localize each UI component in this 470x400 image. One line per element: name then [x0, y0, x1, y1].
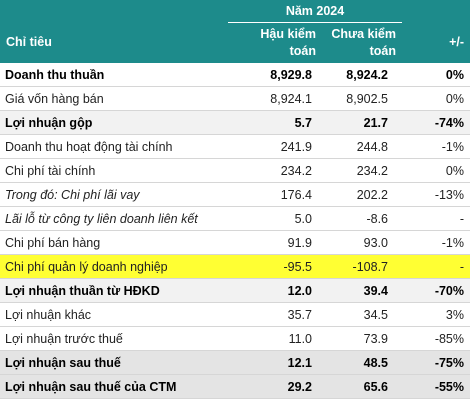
cell-value: 11.0 — [228, 326, 322, 351]
row-label: Lợi nhuận sau thuế — [0, 350, 228, 375]
table-body: Doanh thu thuần 8,929.8 8,924.2 0% Giá vốn h… — [0, 63, 470, 399]
cell-value: 39.4 — [322, 278, 402, 303]
row-label: Lợi nhuận gộp — [0, 110, 228, 135]
cell-value: 8,924.2 — [322, 63, 402, 87]
row-label: Lợi nhuận khác — [0, 302, 228, 327]
table-row: Lợi nhuận sau thuế 12.1 48.5 -75% — [0, 350, 470, 375]
row-label: Lợi nhuận trước thuế — [0, 326, 228, 351]
header-blank — [0, 0, 228, 23]
cell-value: 8,902.5 — [322, 86, 402, 111]
header-row: Chỉ tiêu Hậu kiểm toán Chưa kiểm toán +/… — [0, 22, 470, 63]
cell-value: - — [402, 254, 470, 279]
row-label: Lợi nhuận thuần từ HĐKD — [0, 278, 228, 303]
cell-value: -13% — [402, 182, 470, 207]
row-label: Chi phí bán hàng — [0, 230, 228, 255]
cell-value: 65.6 — [322, 374, 402, 399]
cell-value: 176.4 — [228, 182, 322, 207]
table-row: Chi phí bán hàng 91.9 93.0 -1% — [0, 230, 470, 255]
table-row: Lợi nhuận khác 35.7 34.5 3% — [0, 302, 470, 327]
cell-value: -85% — [402, 326, 470, 351]
cell-value: -108.7 — [322, 254, 402, 279]
cell-value: 8,929.8 — [228, 63, 322, 87]
table-row: Lợi nhuận sau thuế của CTM 29.2 65.6 -55% — [0, 374, 470, 399]
cell-value: 244.8 — [322, 134, 402, 159]
cell-value: -8.6 — [322, 206, 402, 231]
row-label: Chi phí quản lý doanh nghiệp — [0, 254, 228, 279]
table-row: Doanh thu thuần 8,929.8 8,924.2 0% — [0, 63, 470, 87]
cell-value: - — [402, 206, 470, 231]
cell-value: -74% — [402, 110, 470, 135]
cell-value: 5.7 — [228, 110, 322, 135]
cell-value: -95.5 — [228, 254, 322, 279]
header-row: Năm 2024 — [0, 0, 470, 23]
cell-value: 234.2 — [228, 158, 322, 183]
cell-value: -1% — [402, 134, 470, 159]
cell-value: 12.0 — [228, 278, 322, 303]
cell-value: -75% — [402, 350, 470, 375]
table-row: Doanh thu hoạt động tài chính 241.9 244.8-… — [0, 134, 470, 159]
cell-value: 202.2 — [322, 182, 402, 207]
cell-value: 29.2 — [228, 374, 322, 399]
column-header: Chưa kiểm toán — [322, 22, 402, 63]
cell-value: 48.5 — [322, 350, 402, 375]
table-row: Trong đó: Chi phí lãi vay 176.4 202.2 -13% — [0, 182, 470, 207]
row-label: Giá vốn hàng bán — [0, 86, 228, 111]
cell-value: 3% — [402, 302, 470, 327]
cell-value: 34.5 — [322, 302, 402, 327]
column-header: Hậu kiểm toán — [228, 22, 322, 63]
cell-value: -55% — [402, 374, 470, 399]
cell-value: 12.1 — [228, 350, 322, 375]
cell-value: 21.7 — [322, 110, 402, 135]
row-label: Doanh thu thuần — [0, 63, 228, 87]
header-blank — [402, 0, 470, 23]
cell-value: 0% — [402, 158, 470, 183]
cell-value: 93.0 — [322, 230, 402, 255]
row-label: Trong đó: Chi phí lãi vay — [0, 182, 228, 207]
row-label: Chi phí tài chính — [0, 158, 228, 183]
row-label: Lợi nhuận sau thuế của CTM — [0, 374, 228, 399]
row-label: Lãi lỗ từ công ty liên doanh liên kết — [0, 206, 228, 231]
period-header: Năm 2024 — [228, 0, 402, 23]
table-row: Lãi lỗ từ công ty liên doanh liên kết 5.0… — [0, 206, 470, 231]
cell-value: 241.9 — [228, 134, 322, 159]
table-row: Lợi nhuận thuần từ HĐKD 12.0 39.4 -70% — [0, 278, 470, 303]
cell-value: -70% — [402, 278, 470, 303]
cell-value: 8,924.1 — [228, 86, 322, 111]
row-label: Doanh thu hoạt động tài chính — [0, 134, 228, 159]
cell-value: 0% — [402, 63, 470, 87]
table-row: Chi phí tài chính 234.2 234.2 0% — [0, 158, 470, 183]
cell-value: 5.0 — [228, 206, 322, 231]
column-header: +/- — [402, 22, 470, 63]
table-row: Chi phí quản lý doanh nghiệp -95.5 -108.7- — [0, 254, 470, 279]
cell-value: 0% — [402, 86, 470, 111]
cell-value: -1% — [402, 230, 470, 255]
table-row: Giá vốn hàng bán 8,924.1 8,902.5 0% — [0, 86, 470, 111]
cell-value: 91.9 — [228, 230, 322, 255]
cell-value: 234.2 — [322, 158, 402, 183]
table-header: Năm 2024 Chỉ tiêu Hậu kiểm toán Chưa kiể… — [0, 0, 470, 63]
cell-value: 35.7 — [228, 302, 322, 327]
cell-value: 73.9 — [322, 326, 402, 351]
column-header: Chỉ tiêu — [0, 22, 228, 63]
table-row: Lợi nhuận gộp 5.7 21.7 -74% — [0, 110, 470, 135]
table-row: Lợi nhuận trước thuế 11.0 73.9 -85% — [0, 326, 470, 351]
